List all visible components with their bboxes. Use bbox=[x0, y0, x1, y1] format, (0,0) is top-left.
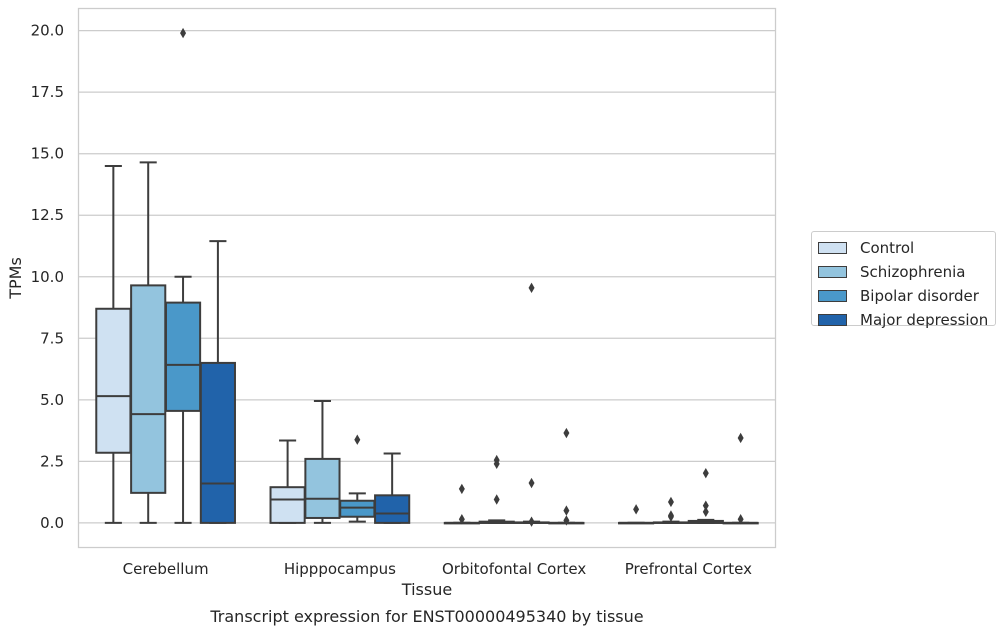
box-body bbox=[130, 284, 167, 494]
outlier-point bbox=[702, 467, 709, 479]
legend-swatch-control bbox=[818, 242, 847, 254]
outlier-point bbox=[493, 454, 500, 466]
legend-label-major-depression: Major depression bbox=[860, 311, 989, 329]
legend-item-control: Control bbox=[818, 236, 995, 260]
outlier-point bbox=[737, 513, 744, 525]
outlier-point bbox=[667, 496, 674, 508]
box-1-1 bbox=[304, 400, 341, 524]
box-3-3 bbox=[722, 432, 759, 525]
box-2-3 bbox=[548, 427, 585, 526]
x-tick-label: Orbitofontal Cortex bbox=[442, 560, 586, 578]
x-tick-label: Hipppocampus bbox=[284, 560, 396, 578]
legend: Control Schizophrenia Bipolar disorder M… bbox=[811, 231, 996, 329]
box-body bbox=[339, 499, 376, 518]
outlier-point bbox=[180, 27, 187, 39]
legend-swatch-major-depression bbox=[818, 314, 847, 326]
box-body bbox=[374, 494, 411, 524]
legend-swatch-schizophrenia bbox=[818, 266, 847, 278]
x-tick-label: Prefrontal Cortex bbox=[625, 560, 752, 578]
box-body bbox=[304, 457, 341, 519]
outlier-point bbox=[458, 513, 465, 525]
box-3-0 bbox=[618, 504, 655, 525]
box-0-1 bbox=[130, 161, 167, 524]
box-2-1 bbox=[478, 454, 515, 524]
legend-swatch-bipolar-disorder bbox=[818, 290, 847, 302]
outlier-point bbox=[528, 516, 535, 527]
outlier-point bbox=[354, 434, 361, 445]
outlier-point bbox=[493, 494, 500, 505]
outlier-point bbox=[528, 477, 535, 489]
outlier-point bbox=[563, 515, 570, 526]
x-tick-label: Cerebellum bbox=[123, 560, 209, 578]
box-1-2 bbox=[339, 434, 376, 523]
box-3-2 bbox=[687, 467, 724, 524]
legend-item-bipolar-disorder: Bipolar disorder bbox=[818, 284, 995, 308]
y-tick-label: 7.5 bbox=[40, 329, 64, 347]
legend-item-schizophrenia: Schizophrenia bbox=[818, 260, 995, 284]
x-tick-labels: Cerebellum Hipppocampus Orbitofontal Corte… bbox=[123, 560, 752, 578]
y-tick-label: 0.0 bbox=[40, 514, 64, 532]
box-2-2 bbox=[513, 282, 550, 527]
box-0-3 bbox=[199, 240, 236, 524]
y-tick-label: 15.0 bbox=[31, 145, 64, 163]
chart-title: Transcript expression for ENST0000049534… bbox=[209, 607, 643, 626]
box-body bbox=[95, 307, 132, 454]
y-tick-label: 12.5 bbox=[31, 206, 64, 224]
box-1-0 bbox=[269, 439, 306, 524]
box-1-3 bbox=[374, 452, 411, 524]
outlier-point bbox=[702, 500, 709, 511]
y-tick-label: 10.0 bbox=[31, 268, 64, 286]
outlier-point bbox=[458, 483, 465, 495]
plot-frame bbox=[77, 7, 777, 549]
box-2-0 bbox=[443, 483, 480, 525]
box-plots bbox=[95, 27, 759, 527]
box-body bbox=[269, 486, 306, 524]
box-0-0 bbox=[95, 165, 132, 524]
box-0-2 bbox=[164, 27, 202, 524]
outlier-point bbox=[563, 427, 570, 439]
legend-label-schizophrenia: Schizophrenia bbox=[860, 263, 966, 281]
x-axis-label: Tissue bbox=[401, 580, 452, 599]
y-axis-label: TPMs bbox=[6, 257, 25, 300]
outlier-point bbox=[702, 506, 709, 518]
legend-label-bipolar-disorder: Bipolar disorder bbox=[860, 287, 979, 305]
y-tick-labels: 0.0 2.5 5.0 7.5 10.0 12.5 15.0 17.5 20.0 bbox=[31, 22, 64, 532]
y-tick-label: 17.5 bbox=[31, 83, 64, 101]
outlier-point bbox=[528, 282, 535, 294]
y-tick-label: 20.0 bbox=[31, 22, 64, 40]
outlier-point bbox=[667, 510, 674, 521]
y-tick-label: 2.5 bbox=[40, 452, 64, 470]
box-body bbox=[164, 301, 202, 412]
outlier-point bbox=[633, 504, 640, 515]
box-3-1 bbox=[652, 496, 690, 524]
legend-item-major-depression: Major depression bbox=[818, 308, 995, 332]
y-tick-label: 5.0 bbox=[40, 391, 64, 409]
legend-label-control: Control bbox=[860, 239, 915, 257]
box-body bbox=[199, 361, 236, 524]
outlier-point bbox=[563, 505, 570, 516]
outlier-point bbox=[737, 432, 744, 444]
